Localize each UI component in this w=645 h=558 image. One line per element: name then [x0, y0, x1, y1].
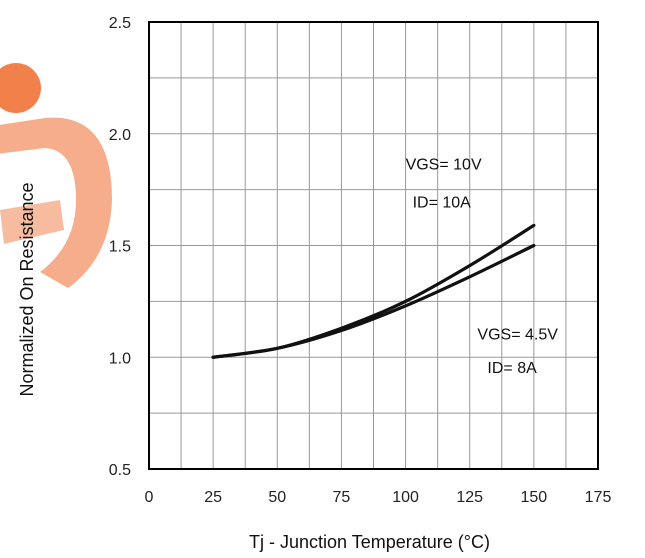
annotation-text: VGS= 4.5V — [477, 326, 558, 343]
watermark-bar — [0, 200, 64, 244]
plot-frame — [148, 21, 599, 470]
x-tick-label: 75 — [333, 489, 351, 506]
x-tick-labels: 0 25 50 75 100 125 150 175 — [145, 489, 612, 506]
y-tick-label: 0.5 — [109, 462, 131, 479]
grid-lines — [149, 22, 598, 469]
y-axis-label: Normalized On Resistance — [17, 182, 37, 396]
y-tick-label: 1.5 — [109, 239, 131, 256]
x-tick-label: 125 — [456, 489, 483, 506]
annotation-text: ID= 8A — [487, 360, 537, 377]
x-tick-label: 25 — [204, 489, 222, 506]
y-tick-label: 2.5 — [109, 15, 131, 32]
y-tick-label: 1.0 — [109, 350, 131, 367]
x-axis-label: Tj - Junction Temperature (°C) — [249, 532, 490, 552]
x-tick-label: 150 — [521, 489, 548, 506]
watermark-dot — [0, 63, 41, 113]
series-group — [211, 223, 536, 359]
x-tick-label: 0 — [145, 489, 154, 506]
x-tick-label: 50 — [268, 489, 286, 506]
x-tick-label: 100 — [392, 489, 419, 506]
annotations: VGS= 10V ID= 10A VGS= 4.5V ID= 8A — [406, 157, 559, 377]
y-tick-label: 2.0 — [109, 127, 131, 144]
annotation-text: VGS= 10V — [406, 157, 482, 174]
y-tick-labels: 0.5 1.0 1.5 2.0 2.5 — [109, 15, 131, 479]
annotation-text: ID= 10A — [413, 195, 472, 212]
watermark-swoosh — [0, 117, 112, 288]
watermark-logo — [0, 63, 112, 288]
x-tick-label: 175 — [585, 489, 612, 506]
series-line-2 — [211, 243, 536, 359]
